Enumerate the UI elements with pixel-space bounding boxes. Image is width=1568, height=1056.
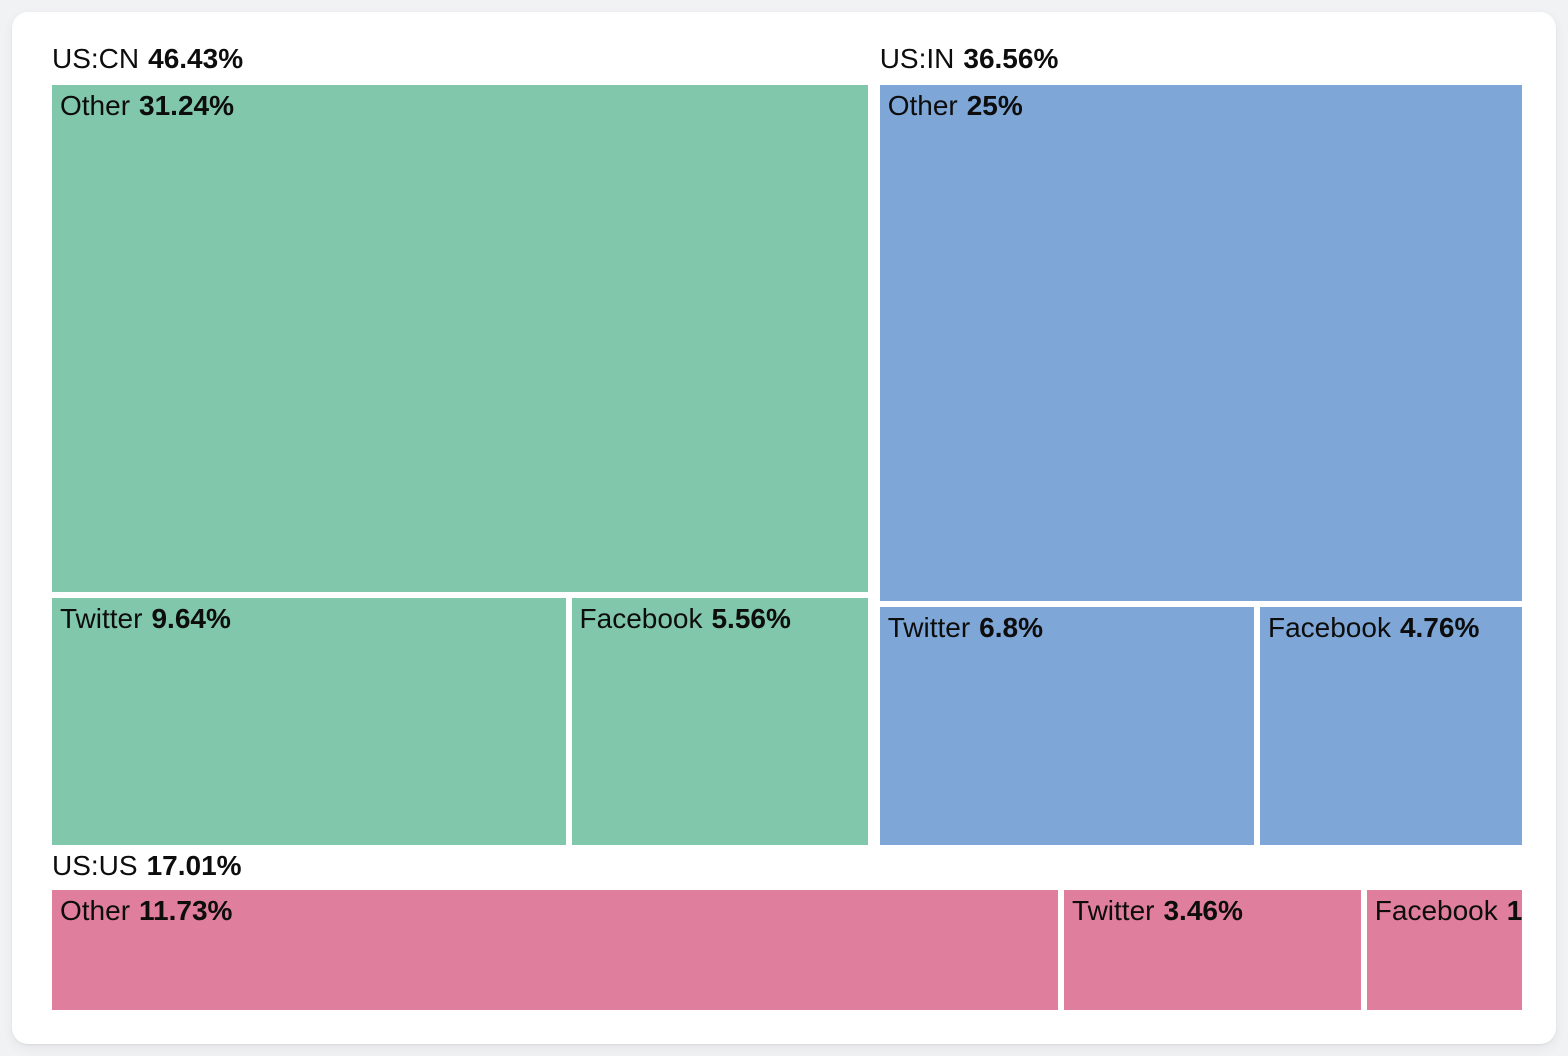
cell-name: Twitter [1072,895,1155,926]
cell-name: Facebook [579,603,703,635]
cell-name: Twitter [887,611,971,643]
treemap-group-label-us-cn: US:CN 46.43% [52,43,243,75]
group-name: US:IN [879,43,955,74]
cell-name: Facebook [1267,611,1391,643]
cell-percent: 25% [966,90,1023,121]
cell-name: Other [887,90,958,121]
cell-percent: 3.46% [1163,895,1243,926]
group-percent: 46.43% [148,43,244,74]
group-name: US:US [52,850,138,881]
treemap-cell-us-cn-twitter[interactable]: Twitter 9.64% [52,598,566,845]
treemap-cell-us-us-twitter[interactable]: Twitter 3.46% [1064,890,1361,1010]
cell-percent: 1.81% [1506,895,1522,926]
cell-name: Other [60,895,131,926]
treemap-cell-us-in-facebook[interactable]: Facebook 4.76% [1259,606,1522,845]
cell-percent: 11.73% [139,895,233,926]
group-percent: 36.56% [963,43,1059,74]
treemap-cell-us-us-facebook[interactable]: Facebook 1.81% [1366,890,1522,1010]
cell-percent: 4.76% [1399,611,1480,643]
cell-name: Twitter [60,603,143,635]
treemap-cell-us-in-twitter[interactable]: Twitter 6.8% [879,606,1254,845]
treemap-group-label-us-in: US:IN 36.56% [880,43,1059,75]
treemap-chart: US:CN 46.43% Other 31.24% Twitter 9.64% Facebo… [12,12,1556,1044]
cell-name: Other [60,90,131,121]
treemap-cell-us-cn-facebook[interactable]: Facebook 5.56% [571,598,868,845]
chart-card: US:CN 46.43% Other 31.24% Twitter 9.64% Facebo… [12,12,1556,1044]
treemap-cell-us-us-other[interactable]: Other 11.73% [52,890,1059,1010]
treemap-cell-us-in-other[interactable]: Other 25% [879,85,1522,601]
group-percent: 17.01% [146,850,242,881]
treemap-cell-us-cn-other[interactable]: Other 31.24% [52,85,868,593]
treemap-group-label-us-us: US:US 17.01% [52,850,242,882]
cell-percent: 31.24% [139,90,234,121]
group-name: US:CN [52,43,140,74]
cell-percent: 6.8% [979,611,1043,643]
cell-percent: 5.56% [711,603,791,635]
cell-percent: 9.64% [151,603,231,635]
cell-name: Facebook [1374,895,1498,926]
